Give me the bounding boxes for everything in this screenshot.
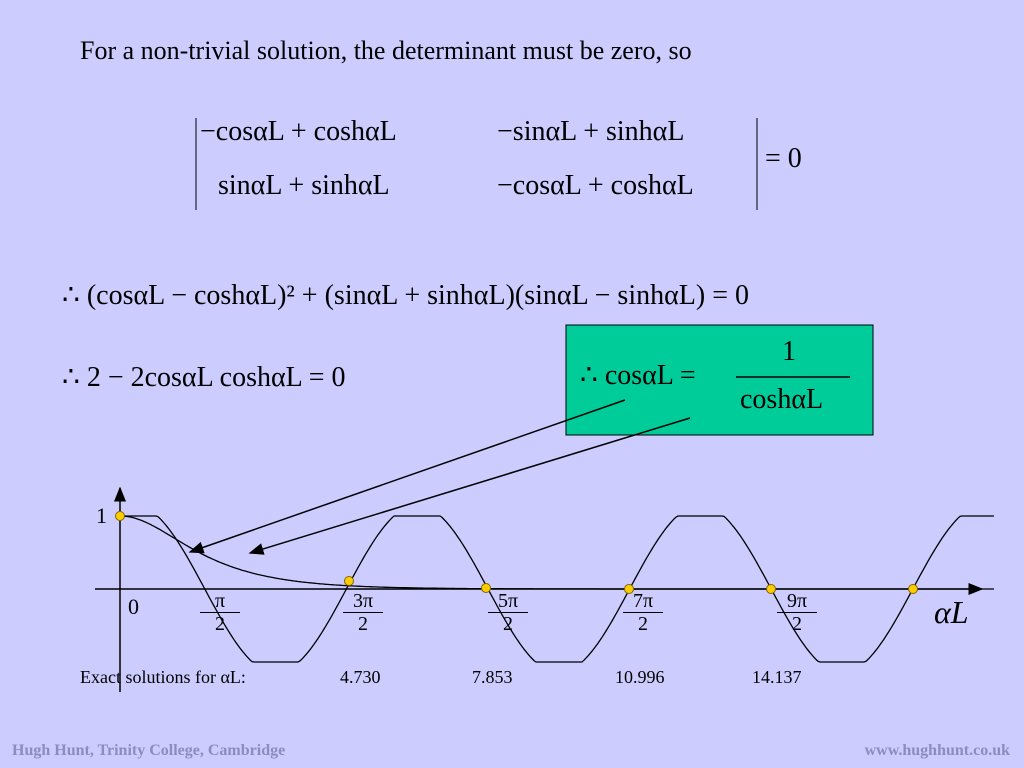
- tick-fraction: 3π 2: [343, 590, 383, 635]
- result-numerator: 1: [782, 336, 796, 367]
- tick-fraction: 7π 2: [623, 590, 663, 635]
- result-lhs: ∴ cosαL =: [580, 360, 696, 391]
- solution-value: 7.853: [472, 667, 513, 687]
- root-dot: [908, 584, 918, 594]
- root-dot: [344, 576, 354, 586]
- intro-text: For a non-trivial solution, the determin…: [80, 36, 692, 65]
- arrow: [188, 399, 626, 554]
- sech-curve: [120, 515, 994, 590]
- tick-denominator: 2: [503, 613, 513, 635]
- tick-numerator: 7π: [623, 590, 663, 613]
- result-box: [565, 324, 874, 436]
- tick-denominator: 2: [215, 613, 225, 635]
- footer-right: www.hughhunt.co.uk: [864, 742, 1010, 759]
- det-equals: = 0: [765, 143, 802, 174]
- footer-left: Hugh Hunt, Trinity College, Cambridge: [12, 742, 286, 759]
- tick-fraction: 9π 2: [777, 590, 817, 635]
- expansion: ∴ (cosαL − coshαL)² + (sinαL + sinhαL)(s…: [62, 280, 749, 311]
- solutions-label: Exact solutions for αL:: [80, 667, 246, 687]
- tick-denominator: 2: [792, 613, 802, 635]
- tick-numerator: 5π: [488, 590, 528, 613]
- origin-label: 0: [128, 594, 139, 619]
- curves: [115, 511, 994, 663]
- solution-value: 10.996: [615, 667, 665, 687]
- root-dot: [481, 583, 491, 593]
- tick-fraction: 5π 2: [488, 590, 528, 635]
- result-denominator: coshαL: [740, 384, 824, 415]
- arrow: [248, 417, 691, 555]
- tick-numerator: π: [200, 590, 240, 613]
- det-cell: −cosαL + coshαL: [200, 116, 397, 147]
- cos-curve: [120, 515, 994, 663]
- tick-denominator: 2: [638, 613, 648, 635]
- x-axis-label: αL: [934, 594, 969, 630]
- solution-value: 4.730: [340, 667, 381, 687]
- simplified: ∴ 2 − 2cosαL coshαL = 0: [62, 362, 346, 393]
- det-cell: −sinαL + sinhαL: [497, 116, 685, 147]
- tick-numerator: 9π: [777, 590, 817, 613]
- tick-denominator: 2: [358, 613, 368, 635]
- root-dot: [115, 511, 125, 521]
- det-cell: −cosαL + coshαL: [497, 170, 694, 201]
- tick-numerator: 3π: [343, 590, 383, 613]
- y-label: 1: [96, 503, 107, 528]
- solution-value: 14.137: [752, 667, 802, 687]
- det-cell: sinαL + sinhαL: [218, 170, 390, 201]
- root-dot: [766, 584, 776, 594]
- root-dot: [624, 584, 634, 594]
